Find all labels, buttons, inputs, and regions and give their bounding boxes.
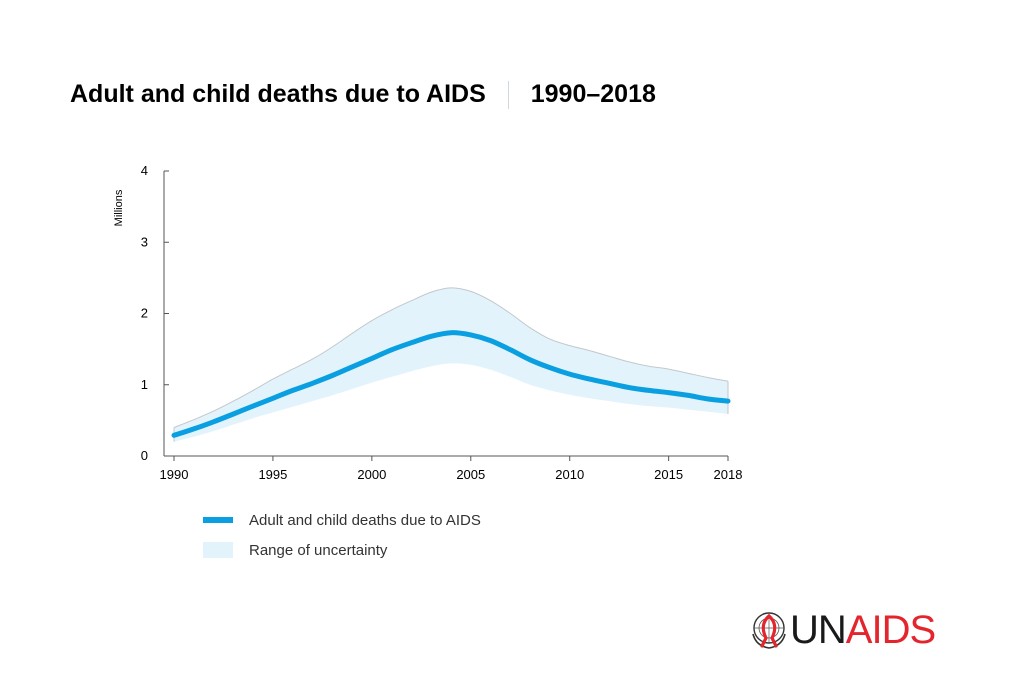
logo-un: UN bbox=[790, 608, 846, 652]
logo-aids: AIDS bbox=[846, 608, 935, 652]
uncertainty-band bbox=[174, 288, 728, 442]
chart-legend: Adult and child deaths due to AIDS Range… bbox=[203, 505, 481, 565]
x-tick-label: 2018 bbox=[714, 467, 743, 482]
y-tick-label: 3 bbox=[141, 234, 148, 249]
x-tick-label: 1990 bbox=[160, 467, 189, 482]
x-tick-label: 1995 bbox=[258, 467, 287, 482]
legend-item-deaths: Adult and child deaths due to AIDS bbox=[203, 505, 481, 535]
legend-item-uncertainty: Range of uncertainty bbox=[203, 535, 481, 565]
y-tick-label: 1 bbox=[141, 377, 148, 392]
y-tick-label: 0 bbox=[141, 448, 148, 463]
x-tick-label: 2010 bbox=[555, 467, 584, 482]
legend-label-uncertainty: Range of uncertainty bbox=[249, 542, 387, 559]
un-emblem-icon bbox=[748, 608, 790, 652]
unaids-logo: UNAIDS bbox=[748, 608, 935, 652]
y-axis-label: Millions bbox=[113, 189, 125, 226]
logo-wordmark: UNAIDS bbox=[790, 610, 935, 650]
x-tick-label: 2000 bbox=[357, 467, 386, 482]
legend-swatch-band bbox=[203, 542, 233, 558]
legend-label-deaths: Adult and child deaths due to AIDS bbox=[249, 512, 481, 529]
x-tick-label: 2005 bbox=[456, 467, 485, 482]
line-chart: 0 1 2 3 4 Millions 1990 1995 2000 2005 2010 2015 201… bbox=[0, 0, 1024, 683]
y-tick-label: 4 bbox=[141, 163, 148, 178]
x-tick-label: 2015 bbox=[654, 467, 683, 482]
y-tick-label: 2 bbox=[141, 306, 148, 321]
legend-swatch-line bbox=[203, 517, 233, 523]
